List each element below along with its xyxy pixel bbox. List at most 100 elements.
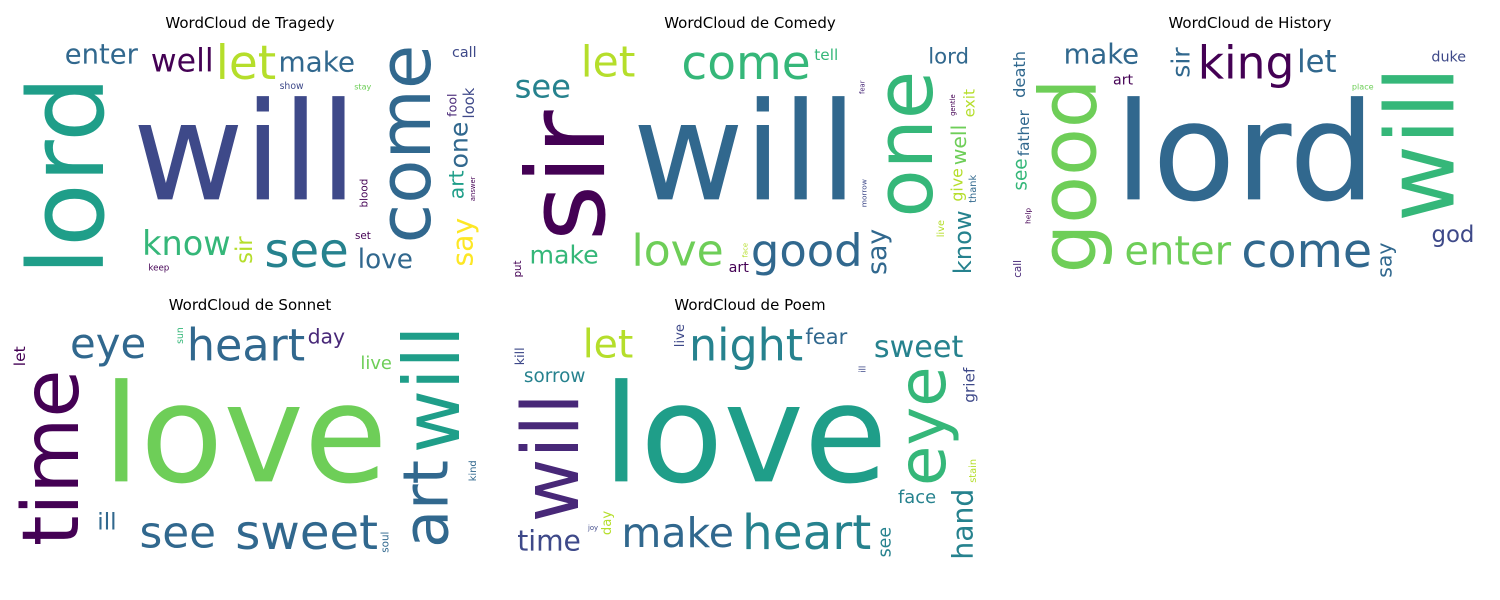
word-make: make [279,45,356,78]
wordcloud-canvas: lord will good king come enter make let sir say go… [1010,40,1480,280]
word-duke: duke [1431,49,1466,65]
word-let: let [583,322,634,367]
word-make: make [621,509,734,557]
word-ill: ill [858,366,868,373]
word-see: see [515,68,571,106]
word-will: will [633,74,858,232]
word-enter: enter [1124,229,1231,275]
wordcloud-canvas: love will eye night heart make let sweet hand tim… [510,322,980,562]
word-blood: blood [359,179,371,208]
word-well: well [947,125,971,166]
word-say: say [446,218,479,267]
word-sweet: sweet [235,505,378,561]
word-let: let [216,40,276,91]
wordcloud-canvas: will sir one come good love let make know see say l… [510,40,980,280]
word-sorrow: sorrow [524,366,586,387]
word-gentle: gentle [949,94,957,116]
word-answer: answer [469,176,477,201]
word-night: night [689,322,803,371]
word-lord: lord [928,45,969,70]
word-know: know [142,224,231,263]
word-love: love [358,245,413,275]
word-let: let [11,346,29,366]
word-come: come [1241,224,1372,279]
word-grief: grief [960,367,978,403]
word-place: place [1352,82,1374,92]
word-see: see [1011,158,1032,190]
word-kill: kill [512,347,527,365]
word-will: will [510,393,597,522]
word-fool: fool [445,93,460,116]
word-know: know [949,210,977,274]
word-sir: sir [510,110,630,241]
word-time: time [10,369,97,546]
word-kind: kind [468,460,479,481]
wordcloud-panel-sonnet: WordCloud de Sonnet love time will heart art… [10,296,490,566]
word-will: will [1366,66,1476,222]
word-soul: soul [379,532,391,553]
word-sir: sir [232,236,258,264]
word-thank: thank [968,175,979,203]
word-say: say [862,229,893,275]
word-face: face [898,487,936,508]
word-sweet: sweet [874,330,964,365]
word-make: make [530,240,599,269]
wordcloud-panel-history: WordCloud de History lord will good king com… [1010,14,1490,284]
word-day: day [308,325,346,349]
word-help: help [1024,208,1033,224]
word-love: love [632,226,724,277]
word-put: put [513,260,524,277]
word-one: one [859,71,951,218]
word-stay: stay [354,82,371,92]
word-lord: lord [10,76,128,276]
word-let: let [581,40,636,87]
word-love: love [602,356,887,514]
word-father: father [1015,109,1033,156]
word-art: art [1113,72,1134,88]
word-eye: eye [885,366,961,486]
word-show: show [280,81,304,92]
word-let: let [1297,45,1336,80]
panel-title: WordCloud de Sonnet [168,296,332,314]
word-come: come [364,45,448,244]
word-death: death [1010,51,1029,98]
word-come: come [681,40,810,91]
word-set: set [355,230,371,242]
panel-title: WordCloud de History [1168,14,1332,32]
word-see: see [264,223,348,279]
word-ill: ill [97,509,116,536]
word-well: well [151,44,214,80]
word-live: live [673,324,688,347]
word-call: call [1012,260,1024,278]
word-eye: eye [70,322,146,368]
word-look: look [461,87,478,118]
word-fear: fear [805,325,847,349]
word-good: good [751,224,863,277]
word-will: will [388,326,478,454]
word-day: day [600,511,615,535]
word-enter: enter [65,40,139,71]
panel-title: WordCloud de Comedy [664,14,836,32]
word-heart: heart [187,322,305,371]
word-live: live [360,353,392,374]
wordcloud-panel-poem: WordCloud de Poem love will eye night heart m… [510,296,990,566]
word-king: king [1198,40,1295,90]
panel-title: WordCloud de Poem [674,296,826,314]
word-one: one [444,122,473,169]
word-time: time [517,525,581,558]
word-will: will [133,74,358,232]
word-say: say [1372,243,1396,278]
word-exit: exit [960,89,978,117]
word-morrow: morrow [860,179,869,207]
word-art: art [729,260,750,276]
word-love: love [102,356,387,514]
word-see: see [140,508,217,559]
word-tell: tell [814,46,838,64]
word-heart: heart [742,505,871,561]
word-give: give [947,168,966,201]
word-make: make [1064,40,1140,71]
word-god: god [1432,222,1475,248]
